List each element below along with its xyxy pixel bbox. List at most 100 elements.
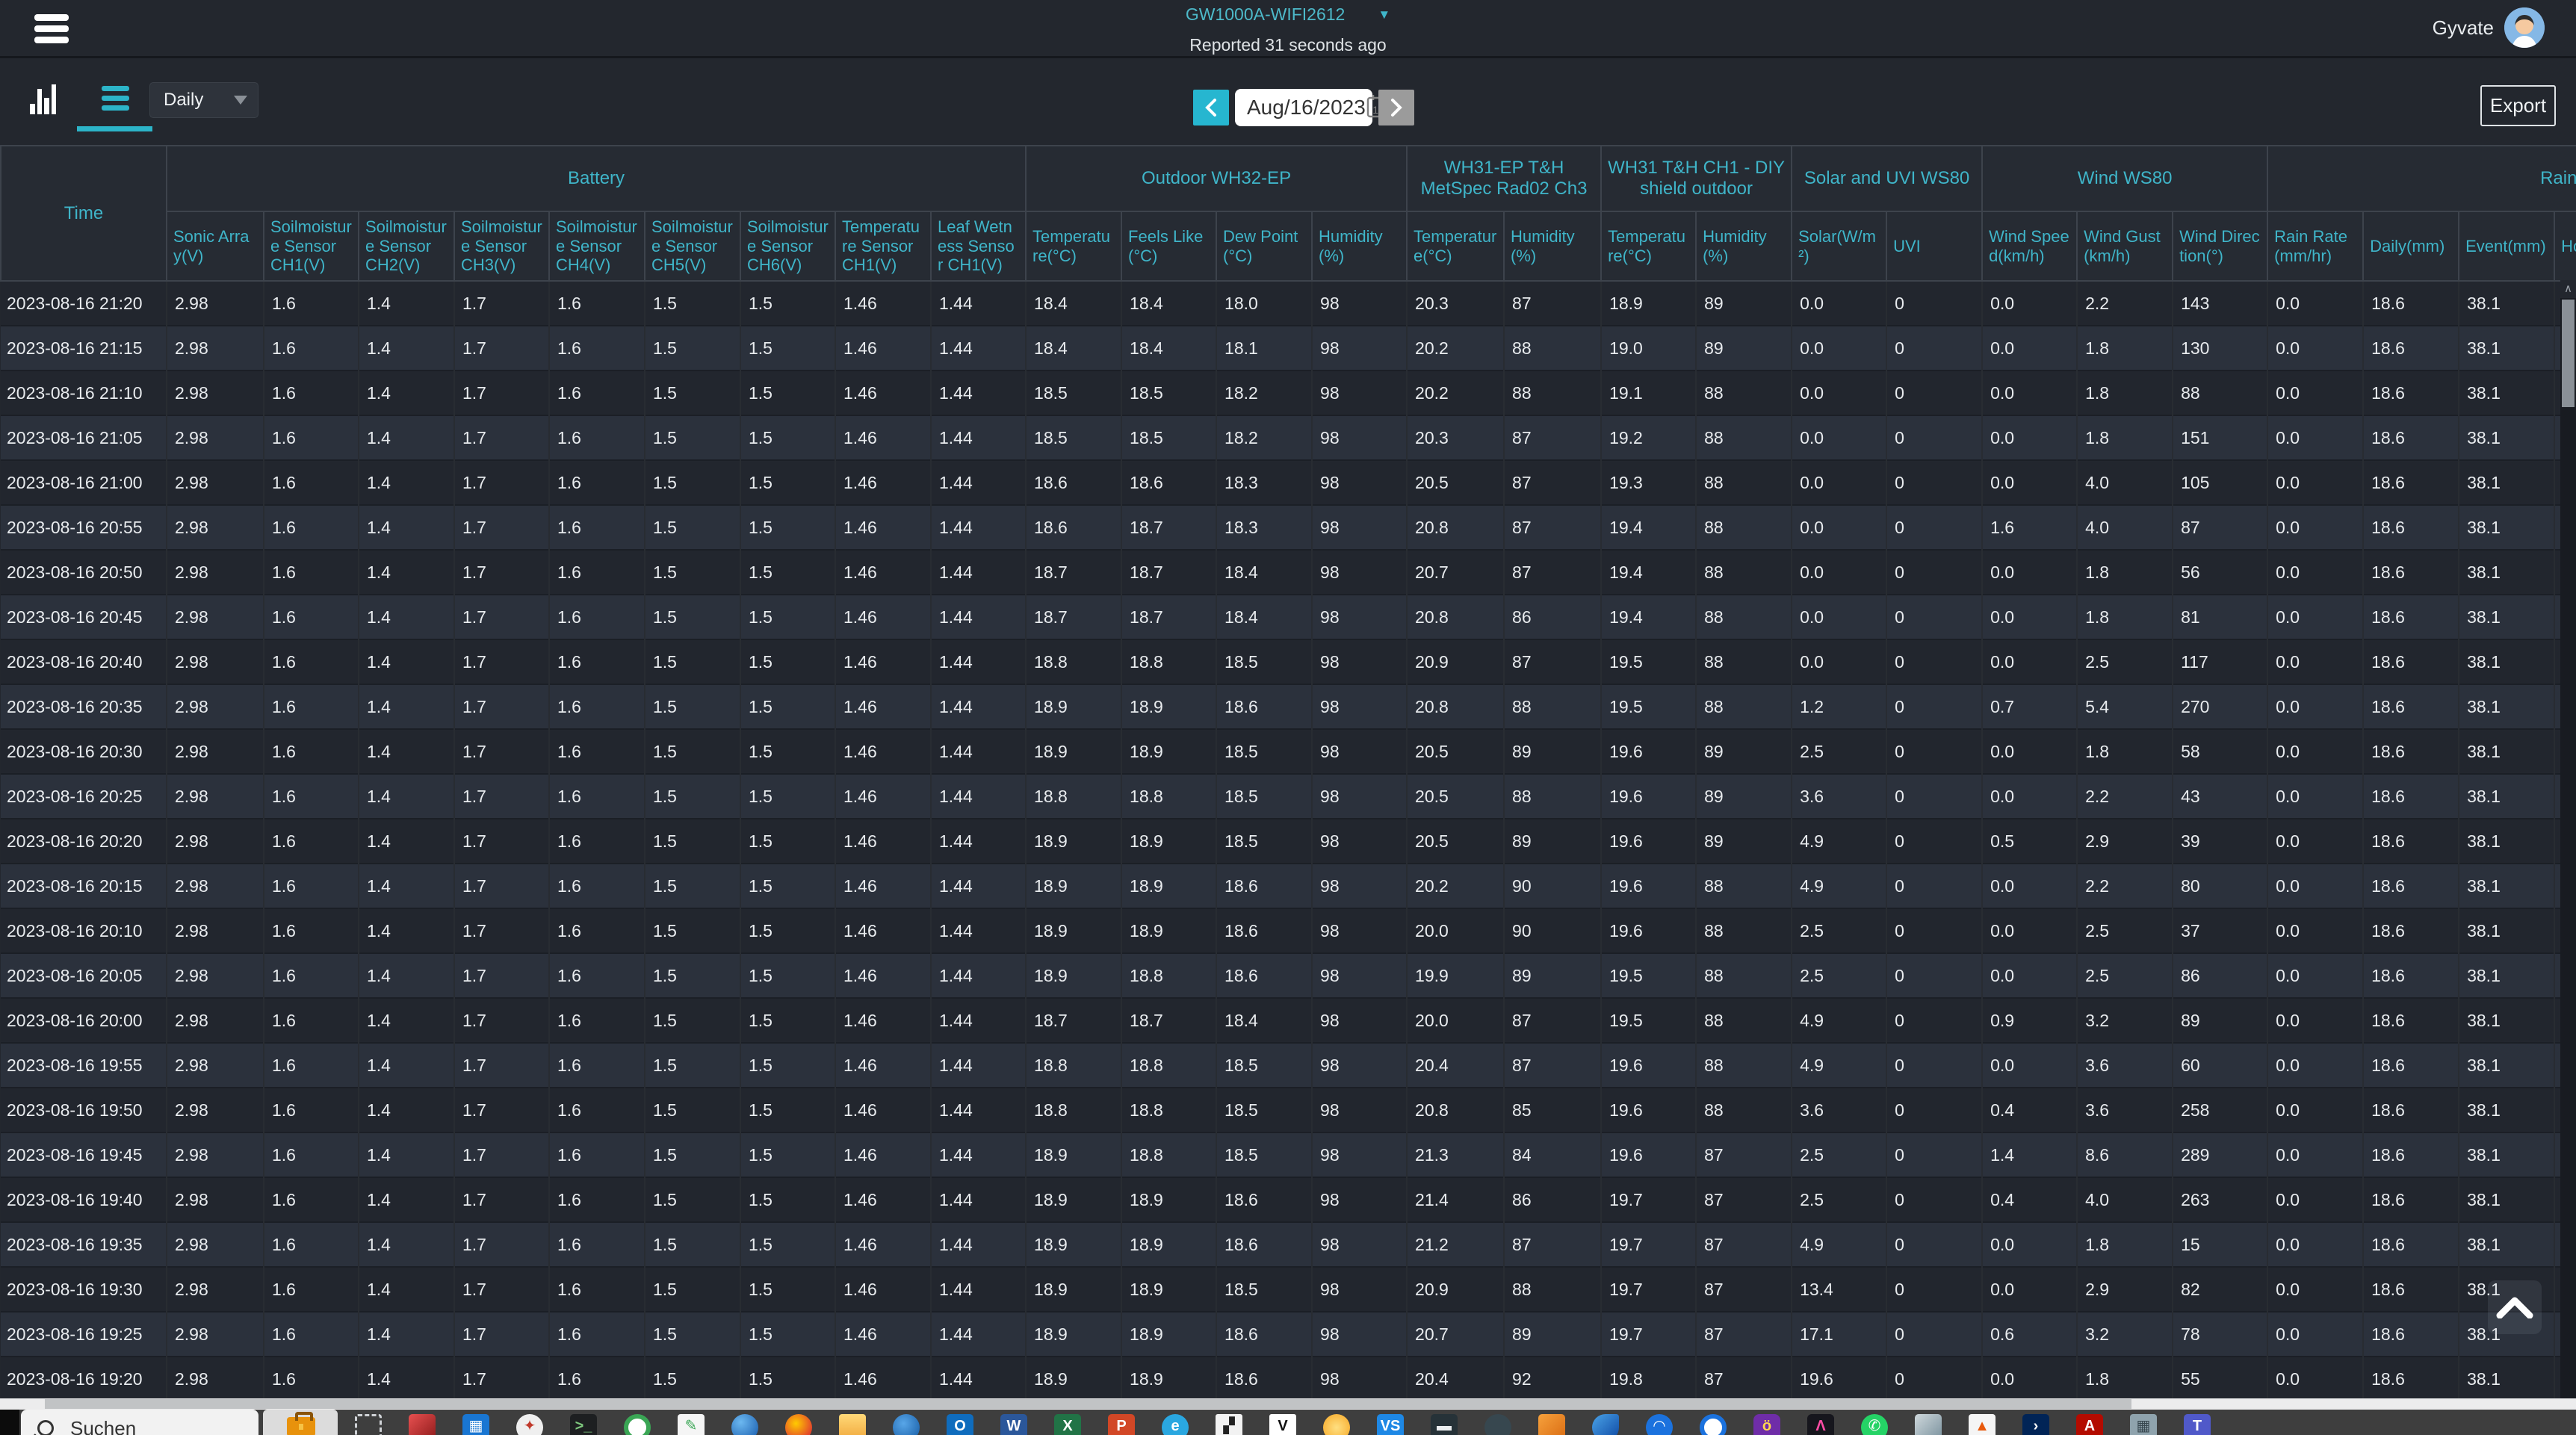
horizontal-scrollbar[interactable] [0,1398,2576,1410]
outlook-icon[interactable]: O [947,1414,973,1435]
powershell-icon[interactable]: › [2022,1414,2049,1435]
vertical-scrollbar-thumb[interactable] [2562,300,2575,407]
cell: 98 [1312,371,1407,415]
cell: 18.6 [2363,1312,2459,1357]
nordvpn-icon[interactable]: ◠ [1646,1414,1673,1435]
cell: 1.5 [740,550,835,595]
cell: 1.4 [359,1177,454,1222]
gray-blade-icon[interactable] [1915,1414,1942,1435]
teams-icon[interactable]: T [2184,1414,2211,1435]
next-day-button[interactable] [1378,90,1414,125]
taskbar-search-input[interactable]: Suchen [21,1410,258,1435]
filezilla-icon[interactable] [1538,1414,1565,1435]
dark-speaker-icon[interactable] [1484,1414,1511,1435]
cell: 19.1 [1601,371,1696,415]
compass-app-icon[interactable]: ✦ [516,1414,543,1435]
movie-clapper-icon[interactable]: ▬ [1431,1414,1458,1435]
avatar[interactable] [2504,7,2545,48]
hamburger-menu-icon[interactable] [34,14,70,43]
mono-app-icon[interactable]: ▞ [1216,1414,1242,1435]
black-pink-icon[interactable]: Λ [1807,1414,1834,1435]
cell: 20.0 [1407,998,1504,1043]
column-header-time: Time [0,145,167,282]
cell: 0.0 [2267,908,2363,953]
cell: 4.9 [1792,864,1886,908]
cell: 0 [1886,415,1982,460]
user-area[interactable]: Gyvate [2433,7,2545,48]
cell: 38.1 [2459,1267,2554,1312]
blue-swish-icon[interactable] [1592,1414,1619,1435]
powerpoint-icon[interactable]: P [1108,1414,1135,1435]
notepad-app-icon[interactable]: ✎ [678,1414,705,1435]
scroll-to-top-button[interactable] [2488,1280,2542,1334]
cell: 1.46 [835,415,931,460]
cell: 1.44 [931,1132,1026,1177]
cell: 0.0 [1792,326,1886,371]
device-dropdown[interactable]: GW1000A-WIFI2612 ▼ [1186,4,1390,25]
cell: 1.44 [931,1088,1026,1132]
cell: 1.5 [740,639,835,684]
briefcase-app-button[interactable] [263,1410,338,1435]
whatsapp-icon[interactable]: ✆ [1861,1414,1888,1435]
blue-sphere-app-icon[interactable] [731,1414,758,1435]
cell: 1.4 [359,684,454,729]
adobe-reader-icon[interactable]: A [2076,1414,2103,1435]
blue-ring-icon[interactable] [1700,1414,1727,1435]
username[interactable]: Gyvate [2432,16,2494,39]
cell: 21.4 [1407,1177,1504,1222]
chevron-down-icon[interactable]: ▼ [1378,7,1391,22]
vs-app-icon[interactable]: VS [1377,1414,1404,1435]
terminal-app-icon[interactable]: >_ [570,1414,597,1435]
cell: 2.98 [167,1357,264,1401]
cell: 0 [1886,864,1982,908]
device-selector: GW1000A-WIFI2612 ▼ Reported 31 seconds a… [1186,4,1390,55]
calculator-icon[interactable]: ▦ [2130,1414,2157,1435]
excel-icon[interactable]: X [1054,1414,1081,1435]
cell: 1.46 [835,1267,931,1312]
horizontal-scrollbar-thumb[interactable] [45,1399,2131,1409]
task-view-icon[interactable] [355,1414,382,1435]
list-view-icon[interactable] [102,86,130,115]
sun-app-icon[interactable] [1323,1414,1350,1435]
file-explorer-icon[interactable] [839,1414,866,1435]
vertical-scrollbar[interactable]: ∧ [2560,280,2576,1398]
cell: 1.5 [740,1043,835,1088]
export-button[interactable]: Export [2480,85,2556,126]
calendar-app-icon[interactable]: ▦ [462,1414,489,1435]
internet-explorer-icon[interactable]: e [1162,1414,1189,1435]
cell: 1.44 [931,1312,1026,1357]
vnc-icon[interactable]: V [1269,1414,1296,1435]
cell: 1.4 [359,281,454,326]
cell: 89 [1504,953,1601,998]
date-input[interactable]: Aug/16/2023 16 [1235,89,1390,126]
cell: 87 [1696,1312,1792,1357]
column-header: Wind Gust(km/h) [2076,211,2174,282]
device-name[interactable]: GW1000A-WIFI2612 [1185,4,1346,24]
cell: 56 [2173,550,2267,595]
cell: 1.5 [645,1043,740,1088]
cell: 143 [2173,281,2267,326]
cell: 1.7 [454,953,549,998]
cell: 1.6 [549,1132,645,1177]
prev-day-button[interactable] [1193,90,1229,125]
green-ring-app-icon[interactable] [624,1414,651,1435]
cell: 98 [1312,550,1407,595]
chart-view-icon[interactable] [30,83,58,114]
cell: 0.0 [2267,864,2363,908]
column-header: Rain Rate(mm/hr) [2267,211,2365,282]
firefox-icon[interactable] [785,1414,812,1435]
cell: 18.6 [1216,953,1312,998]
cell: 1.4 [359,1357,454,1401]
cell: 4.0 [2077,460,2173,505]
interval-select[interactable]: Daily [149,82,258,118]
scrollbar-up-arrow[interactable]: ∧ [2560,280,2576,298]
red-box-app-icon[interactable] [409,1414,436,1435]
vlc-icon[interactable]: ▲ [1969,1414,1996,1435]
word-icon[interactable]: W [1000,1414,1027,1435]
purple-owl-icon[interactable]: ö [1753,1414,1780,1435]
cell: 1.5 [645,908,740,953]
table-row: 2023-08-16 21:20 2.98 1.6 1.4 1.7 1.6 1.5 1.5 1.… [1,281,2576,326]
thunderbird-icon[interactable] [893,1414,920,1435]
cell: 19.7 [1601,1177,1696,1222]
cell: 1.46 [835,1043,931,1088]
